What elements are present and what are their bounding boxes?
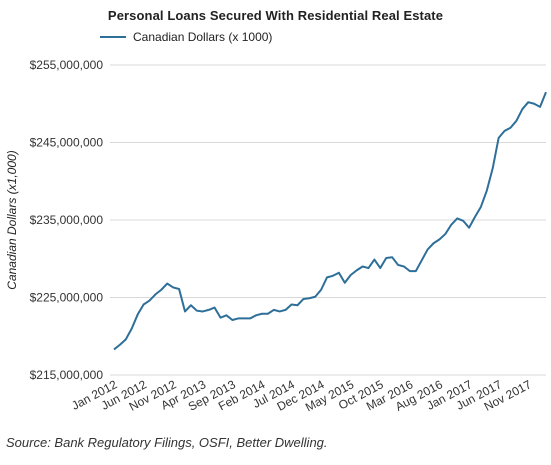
series-line xyxy=(113,91,547,351)
series-group xyxy=(113,91,547,351)
legend-label: Canadian Dollars (x 1000) xyxy=(133,30,273,44)
y-tick-label: $225,000,000 xyxy=(30,291,104,305)
y-tick-label: $235,000,000 xyxy=(30,213,104,227)
source-note: Source: Bank Regulatory Filings, OSFI, B… xyxy=(6,435,328,450)
y-tick-label: $255,000,000 xyxy=(30,58,104,72)
y-axis-title: Canadian Dollars (x1,000) xyxy=(5,150,19,289)
y-tick-label: $215,000,000 xyxy=(30,368,104,382)
y-axis: $255,000,000 $245,000,000 $235,000,000 $225… xyxy=(30,58,104,382)
chart-title: Personal Loans Secured With Residential … xyxy=(107,8,444,23)
legend: Canadian Dollars (x 1000) xyxy=(100,30,272,44)
legend-swatch xyxy=(100,36,126,38)
gridlines xyxy=(110,64,546,376)
y-tick-label: $245,000,000 xyxy=(30,136,104,150)
